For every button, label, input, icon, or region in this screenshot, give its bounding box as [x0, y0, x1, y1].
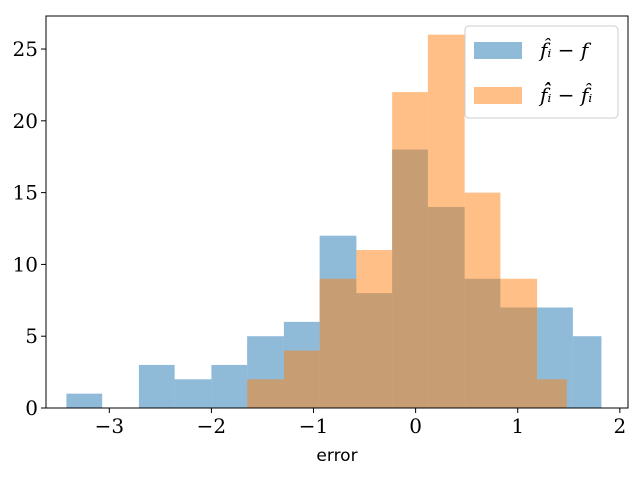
- legend: f̂ᵢ − f f̂̂ᵢ − f̂ᵢ: [464, 25, 619, 119]
- bar-series-2: [392, 92, 428, 408]
- bar-series-1: [211, 364, 248, 408]
- x-tick-label: −1: [299, 414, 328, 438]
- legend-label: f̂̂ᵢ − f̂ᵢ: [538, 81, 593, 107]
- y-tick-label: 20: [13, 109, 38, 133]
- bar-series-2: [356, 250, 393, 408]
- bar-series-2: [537, 379, 567, 408]
- legend-swatch: [474, 42, 522, 59]
- bar-series-2: [464, 192, 501, 408]
- bar-series-2: [319, 278, 357, 408]
- x-tick-label: 1: [511, 414, 524, 438]
- y-tick-label: 0: [25, 396, 38, 420]
- x-axis-ticks: −3 −2 −1 0 1 2: [95, 408, 626, 438]
- bar-series-1: [572, 336, 602, 408]
- bar-series-1: [66, 393, 103, 408]
- bar-series-2: [427, 34, 465, 409]
- plot-frame: [45, 15, 629, 409]
- histogram-bars: [66, 34, 602, 409]
- bar-series-2: [247, 379, 284, 408]
- x-tick-label: 2: [613, 414, 626, 438]
- y-tick-label: 5: [25, 324, 38, 348]
- bar-series-1: [138, 364, 175, 408]
- bar-series-2: [500, 278, 538, 408]
- legend-swatch: [474, 87, 522, 104]
- y-tick-label: 15: [13, 181, 38, 205]
- y-tick-label: 10: [13, 252, 38, 276]
- bar-series-2: [283, 350, 320, 408]
- x-tick-label: −2: [197, 414, 226, 438]
- x-tick-label: 0: [409, 414, 422, 438]
- legend-label: f̂ᵢ − f: [538, 38, 592, 62]
- x-tick-label: −3: [95, 414, 124, 438]
- x-axis-label: error: [316, 446, 357, 466]
- y-tick-label: 25: [13, 37, 38, 61]
- bar-series-1: [174, 379, 212, 408]
- y-axis-ticks: 0 5 10 15 20 25: [13, 37, 46, 420]
